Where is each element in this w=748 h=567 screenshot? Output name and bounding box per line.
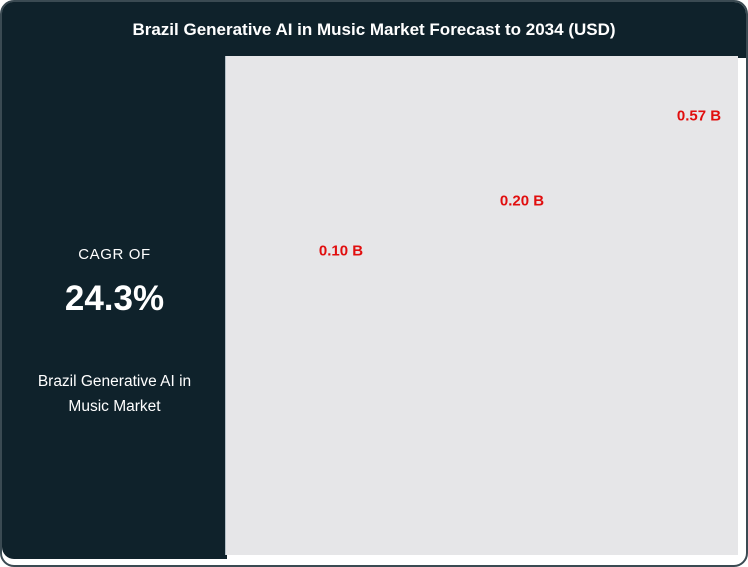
chart-data-label: 0.20 B (499, 192, 545, 210)
sidebar-text-block: CAGR OF 24.3% Brazil Generative AI in Mu… (2, 246, 227, 419)
chart-panel: 0.10 B 0.20 B 0.57 B (225, 56, 738, 555)
page-title: Brazil Generative AI in Music Market For… (132, 20, 616, 39)
market-name: Brazil Generative AI in Music Market (2, 369, 227, 419)
market-name-line2: Music Market (68, 398, 161, 415)
chart-data-label: 0.10 B (318, 242, 364, 260)
title-bar: Brazil Generative AI in Music Market For… (2, 2, 746, 58)
market-name-line1: Brazil Generative AI in (37, 373, 192, 390)
chart-data-label: 0.57 B (676, 107, 722, 125)
cagr-value: 24.3% (64, 279, 165, 318)
sidebar: CAGR OF 24.3% Brazil Generative AI in Mu… (2, 2, 227, 559)
cagr-label: CAGR OF (78, 246, 151, 263)
